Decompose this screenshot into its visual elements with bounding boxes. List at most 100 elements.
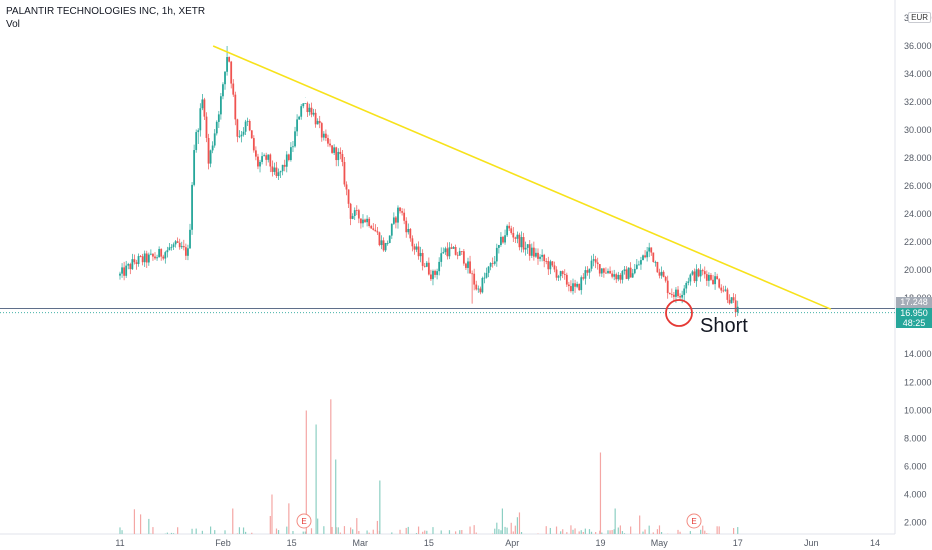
candle-body	[285, 154, 288, 167]
candle-body	[197, 130, 200, 133]
candle-body	[306, 103, 309, 113]
candle-body	[226, 57, 228, 72]
volume-bar	[588, 529, 591, 534]
candle-body	[191, 184, 193, 230]
candle-body	[345, 184, 348, 190]
volume-tick-label: 4.000	[904, 490, 927, 500]
candle-body	[672, 294, 675, 297]
candle-body	[670, 294, 673, 295]
volume-bar	[623, 533, 626, 534]
short-label: Short	[700, 315, 748, 337]
candle-body	[481, 278, 484, 293]
volume-bar	[339, 532, 341, 534]
candle-body	[473, 273, 476, 285]
volume-bar	[177, 527, 179, 534]
candle-body	[677, 289, 679, 297]
candle-body	[353, 210, 356, 217]
volume-bar	[613, 529, 615, 534]
candle-body	[491, 263, 494, 264]
candle-body	[555, 269, 558, 278]
volume-bar	[310, 528, 313, 534]
candle-body	[617, 274, 620, 280]
trend-line	[212, 45, 832, 310]
candle-body	[172, 244, 175, 247]
candle-body	[594, 259, 597, 263]
candle-body	[574, 283, 576, 287]
candle-body	[290, 147, 292, 160]
candle-body	[304, 103, 307, 105]
volume-bar	[415, 533, 418, 534]
volume-bar	[584, 528, 586, 534]
candle-body	[230, 61, 233, 84]
volume-bar	[405, 527, 407, 534]
volume-bar	[498, 529, 500, 534]
candle-body	[633, 268, 636, 274]
price-tick-label: 20.000	[904, 265, 932, 275]
candle-body	[697, 269, 700, 277]
candle-body	[139, 256, 142, 257]
price-tick-label: 30.000	[904, 125, 932, 135]
volume-bar	[580, 530, 582, 534]
candle-body	[127, 264, 130, 266]
candle-body	[652, 252, 655, 262]
candle-body	[545, 261, 548, 262]
candle-body	[532, 247, 535, 257]
candle-body	[199, 108, 202, 131]
candle-body	[184, 247, 187, 256]
candle-body	[156, 257, 158, 259]
candle-body	[666, 280, 669, 293]
candle-body	[716, 276, 719, 280]
volume-bar	[242, 527, 245, 534]
time-tick-label: Feb	[215, 538, 231, 548]
candle-body	[125, 265, 128, 276]
candle-body	[386, 242, 389, 244]
volume-bar	[545, 526, 547, 534]
candle-body	[500, 236, 502, 246]
candle-body	[238, 136, 241, 138]
earnings-marker-label: E	[691, 517, 696, 526]
volume-bar	[440, 530, 442, 534]
candle-body	[467, 261, 469, 268]
candle-body	[483, 277, 486, 279]
volume-bar	[372, 529, 374, 534]
candle-body	[182, 246, 185, 248]
candle-body	[405, 220, 408, 233]
candle-body	[502, 236, 504, 243]
candle-body	[479, 288, 482, 293]
candle-body	[209, 150, 212, 164]
candle-body	[495, 247, 498, 262]
candle-body	[351, 216, 354, 219]
candle-body	[654, 261, 657, 263]
candle-body	[629, 267, 632, 278]
volume-bar	[407, 526, 409, 534]
candle-body	[267, 154, 270, 160]
volume-bar	[644, 529, 646, 534]
currency-badge[interactable]: EUR	[908, 12, 931, 23]
candle-body	[137, 256, 140, 265]
candle-body	[456, 254, 459, 256]
price-tick-label: 34.000	[904, 69, 932, 79]
volume-legend: Vol	[6, 19, 20, 30]
candle-body	[312, 112, 315, 115]
candle-body	[283, 164, 286, 167]
candle-body	[537, 252, 539, 259]
volume-bar	[271, 494, 273, 534]
candle-body	[576, 283, 579, 287]
volume-bar	[562, 529, 564, 534]
volume-bar	[417, 526, 420, 534]
candle-body	[364, 219, 366, 223]
candle-body	[703, 271, 706, 275]
candle-body	[720, 287, 723, 291]
candle-body	[567, 284, 570, 287]
volume-bar	[590, 531, 593, 534]
candle-body	[376, 231, 379, 233]
candle-body	[662, 271, 665, 277]
candle-body	[565, 274, 568, 285]
candle-body	[570, 286, 572, 292]
volume-bar	[455, 531, 457, 534]
candle-body	[141, 256, 144, 263]
earnings-marker-icon	[296, 513, 312, 529]
candle-body	[600, 268, 603, 274]
candle-body	[201, 99, 204, 109]
